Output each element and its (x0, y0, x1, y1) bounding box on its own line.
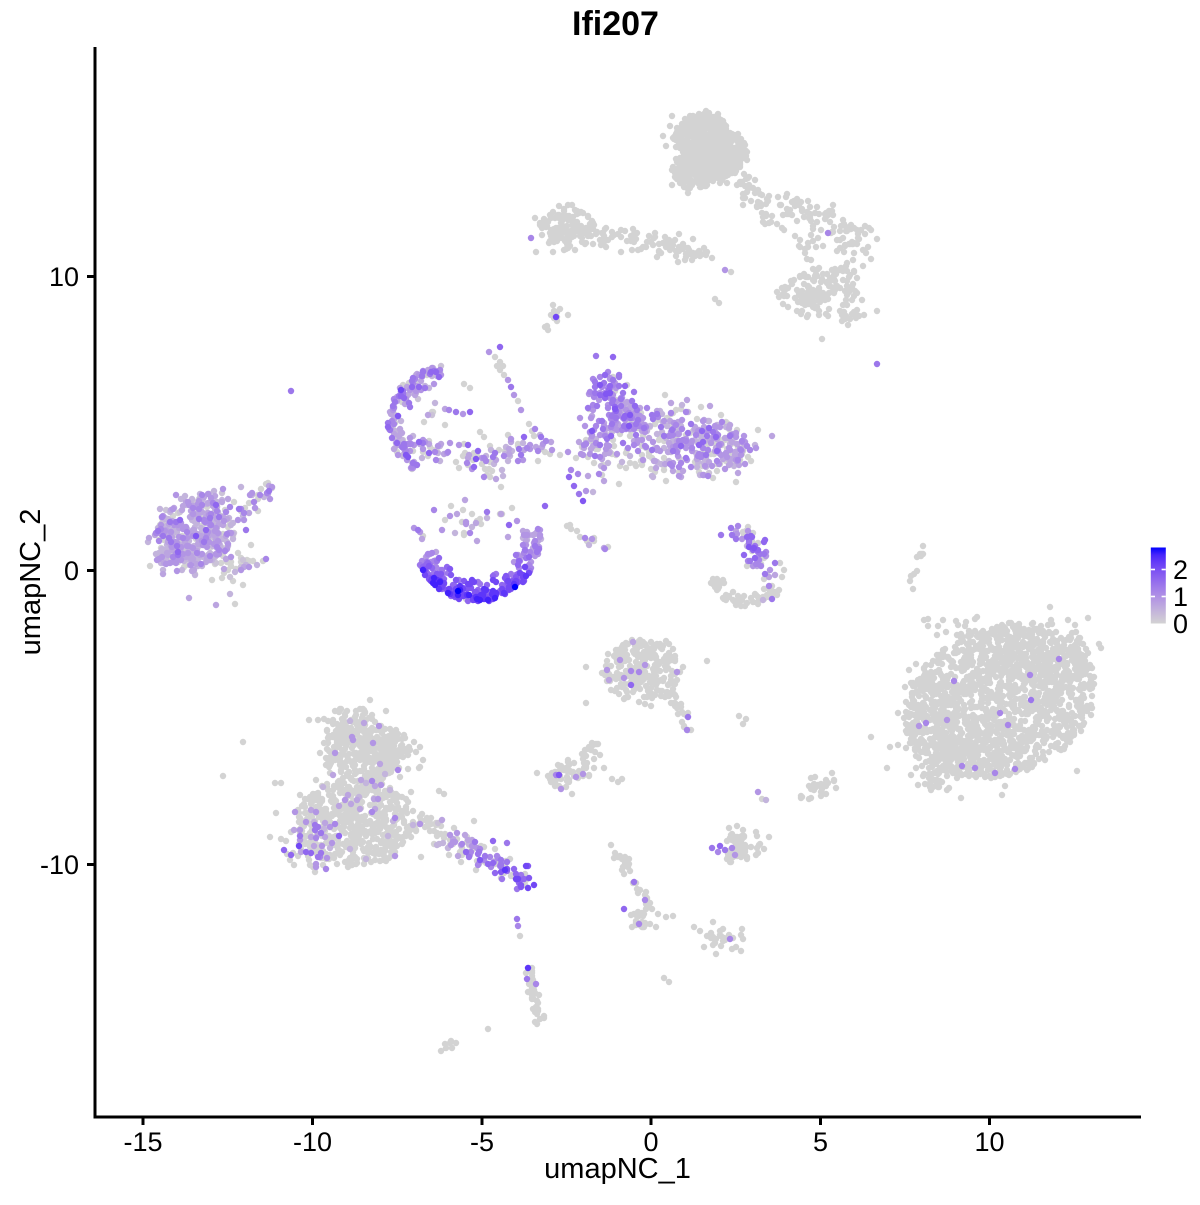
svg-text:-10: -10 (40, 850, 79, 880)
svg-text:Ifi207: Ifi207 (572, 5, 659, 43)
svg-text:-15: -15 (123, 1127, 162, 1157)
svg-text:2: 2 (1173, 555, 1188, 585)
svg-text:umapNC_2: umapNC_2 (15, 509, 47, 656)
svg-text:10: 10 (49, 262, 79, 292)
svg-text:0: 0 (643, 1127, 658, 1157)
svg-text:5: 5 (813, 1127, 828, 1157)
svg-text:10: 10 (974, 1127, 1004, 1157)
svg-text:0: 0 (64, 556, 79, 586)
svg-text:1: 1 (1173, 582, 1188, 612)
svg-text:umapNC_1: umapNC_1 (544, 1153, 691, 1185)
svg-text:0: 0 (1173, 609, 1188, 639)
svg-text:-10: -10 (293, 1127, 332, 1157)
svg-text:-5: -5 (470, 1127, 494, 1157)
